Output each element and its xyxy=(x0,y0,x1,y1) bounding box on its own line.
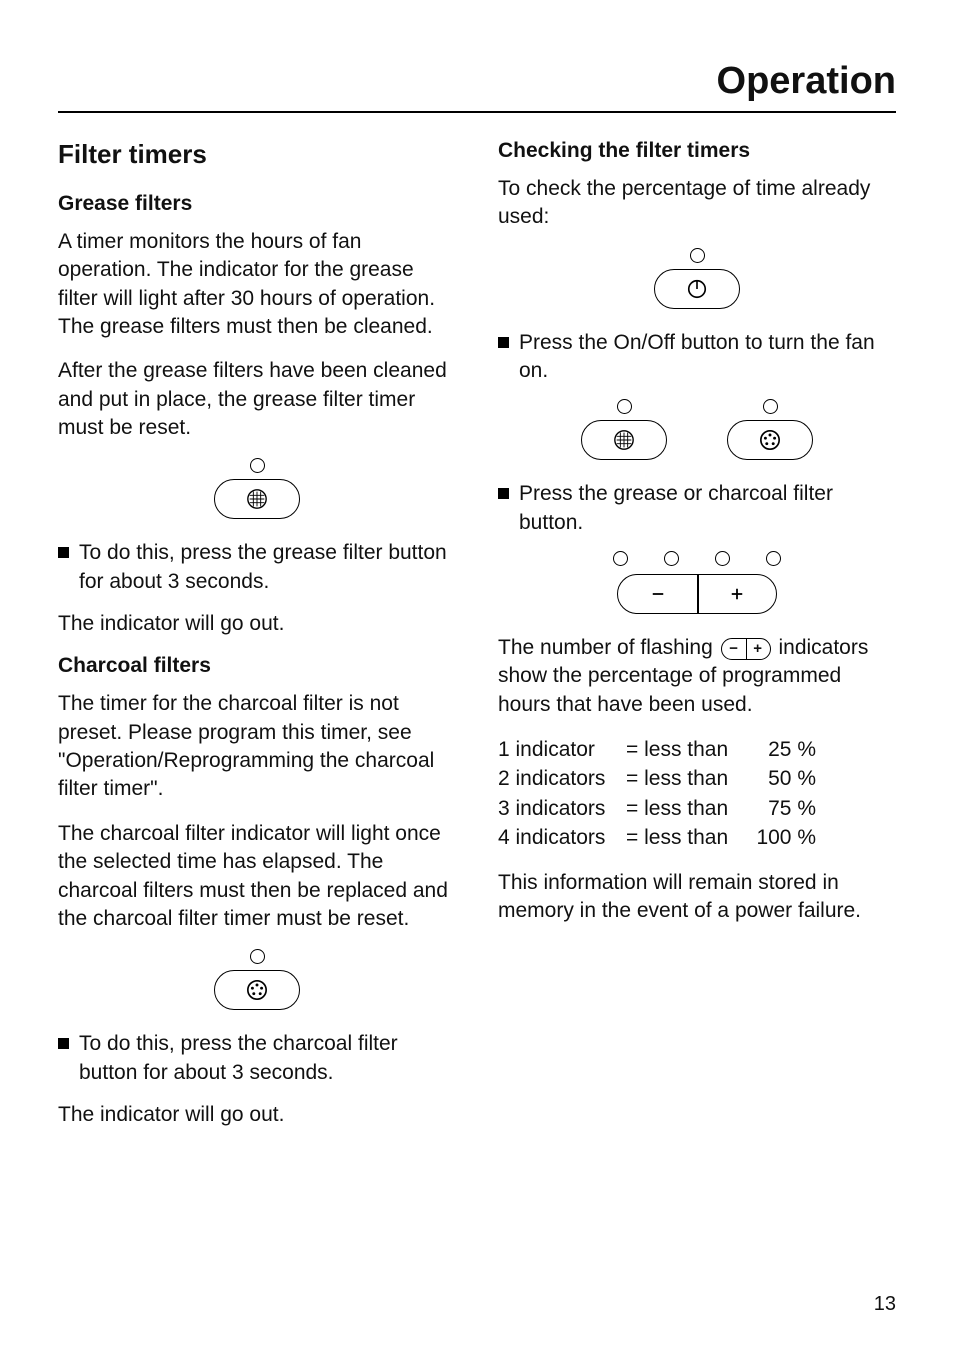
bullet-icon xyxy=(58,547,69,558)
page-number: 13 xyxy=(874,1293,896,1316)
charcoal-p3: The indicator will go out. xyxy=(58,1101,456,1129)
indicator-table: 1 indicator = less than 25 % 2 indicator… xyxy=(498,735,896,853)
charcoal-button-small xyxy=(727,399,813,460)
grease-bullet: To do this, press the grease filter butt… xyxy=(58,539,456,596)
power-icon xyxy=(686,278,708,300)
table-row: 3 indicators = less than 75 % xyxy=(498,794,896,823)
grease-filter-button-icon xyxy=(581,420,667,460)
filter-bullet: Press the grease or charcoal filter butt… xyxy=(498,480,896,537)
indicator-led-icon xyxy=(763,399,778,414)
charcoal-filter-button-icon xyxy=(214,970,300,1010)
right-column: Checking the filter timers To check the … xyxy=(498,139,896,1145)
flashing-para: The number of flashing − + indicators sh… xyxy=(498,634,896,719)
indicator-led-icon xyxy=(690,248,705,263)
onoff-bullet-text: Press the On/Off button to turn the fan … xyxy=(519,329,896,386)
cell-c1: 2 indicators xyxy=(498,764,626,793)
charcoal-filter-button-icon xyxy=(727,420,813,460)
grease-p2: After the grease filters have been clean… xyxy=(58,357,456,442)
filter-buttons-diagram xyxy=(498,399,896,460)
filter-timers-heading: Filter timers xyxy=(58,139,456,170)
minus-icon xyxy=(649,585,667,603)
title-rule xyxy=(58,111,896,113)
cell-c2: = less than xyxy=(626,764,746,793)
indicator-led-icon xyxy=(250,949,265,964)
cell-c1: 1 indicator xyxy=(498,735,626,764)
charcoal-filters-heading: Charcoal filters xyxy=(58,654,456,678)
checking-heading: Checking the filter timers xyxy=(498,139,896,163)
onoff-bullet: Press the On/Off button to turn the fan … xyxy=(498,329,896,386)
bullet-icon xyxy=(498,337,509,348)
mesh-icon xyxy=(246,488,268,510)
indicator-led-icon xyxy=(617,399,632,414)
grease-filter-button-diagram xyxy=(58,458,456,519)
indicator-led-icon xyxy=(715,551,730,566)
mesh-icon xyxy=(613,429,635,451)
table-row: 2 indicators = less than 50 % xyxy=(498,764,896,793)
plus-minus-inline-icon: − + xyxy=(721,638,771,660)
cell-c2: = less than xyxy=(626,794,746,823)
cell-c2: = less than xyxy=(626,823,746,852)
dots-icon xyxy=(246,979,268,1001)
cell-c3: 50 % xyxy=(746,764,816,793)
cell-c2: = less than xyxy=(626,735,746,764)
filter-bullet-text: Press the grease or charcoal filter butt… xyxy=(519,480,896,537)
indicator-led-icon xyxy=(766,551,781,566)
two-columns: Filter timers Grease filters A timer mon… xyxy=(58,139,896,1145)
table-row: 4 indicators = less than 100 % xyxy=(498,823,896,852)
four-leds xyxy=(613,551,781,566)
grease-p3: The indicator will go out. xyxy=(58,610,456,638)
page-title: Operation xyxy=(58,60,896,103)
onoff-button-icon xyxy=(654,269,740,309)
dots-icon xyxy=(759,429,781,451)
checking-p1: To check the percentage of time already … xyxy=(498,175,896,232)
cell-c3: 25 % xyxy=(746,735,816,764)
indicator-led-icon xyxy=(613,551,628,566)
indicator-led-icon xyxy=(664,551,679,566)
onoff-button-diagram xyxy=(498,248,896,309)
plus-icon: + xyxy=(746,639,770,659)
table-row: 1 indicator = less than 25 % xyxy=(498,735,896,764)
grease-filter-button-icon xyxy=(214,479,300,519)
charcoal-bullet: To do this, press the charcoal filter bu… xyxy=(58,1030,456,1087)
charcoal-filter-button-diagram xyxy=(58,949,456,1010)
charcoal-p2: The charcoal filter indicator will light… xyxy=(58,820,456,933)
grease-bullet-text: To do this, press the grease filter butt… xyxy=(79,539,456,596)
plus-icon xyxy=(728,585,746,603)
grease-button-small xyxy=(581,399,667,460)
charcoal-p1: The timer for the charcoal filter is not… xyxy=(58,690,456,803)
plusminus-diagram xyxy=(498,551,896,634)
grease-p1: A timer monitors the hours of fan operat… xyxy=(58,228,456,341)
charcoal-bullet-text: To do this, press the charcoal filter bu… xyxy=(79,1030,456,1087)
bullet-icon xyxy=(58,1038,69,1049)
cell-c3: 100 % xyxy=(746,823,816,852)
grease-filters-heading: Grease filters xyxy=(58,192,456,216)
memory-para: This information will remain stored in m… xyxy=(498,869,896,926)
flashing-para-a: The number of flashing xyxy=(498,636,719,659)
bullet-icon xyxy=(498,488,509,499)
cell-c1: 4 indicators xyxy=(498,823,626,852)
minus-icon: − xyxy=(722,639,746,659)
indicator-led-icon xyxy=(250,458,265,473)
cell-c3: 75 % xyxy=(746,794,816,823)
plus-minus-button-icon xyxy=(617,574,777,614)
left-column: Filter timers Grease filters A timer mon… xyxy=(58,139,456,1145)
cell-c1: 3 indicators xyxy=(498,794,626,823)
